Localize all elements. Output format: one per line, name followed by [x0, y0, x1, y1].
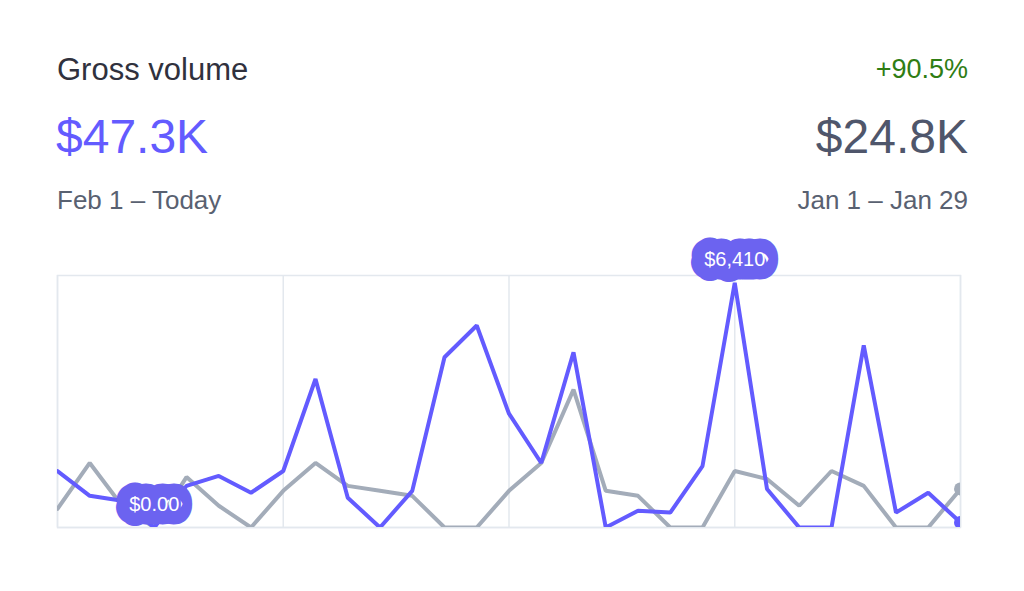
html-text:Jan 1 – Jan 29: Jan 1 – Jan 29: [797, 185, 968, 215]
html-text:Gross volume: Gross volume: [57, 52, 249, 87]
svg-text:$0.00: $0.00: [129, 493, 179, 515]
html-text:$47.3K: $47.3K: [56, 110, 209, 163]
html-text:+90.5%: +90.5%: [875, 54, 968, 84]
html-text:Feb 1 – Today: Feb 1 – Today: [57, 185, 222, 215]
html-text:$24.8K: $24.8K: [815, 110, 968, 163]
svg-text:$6,410: $6,410: [704, 248, 765, 270]
